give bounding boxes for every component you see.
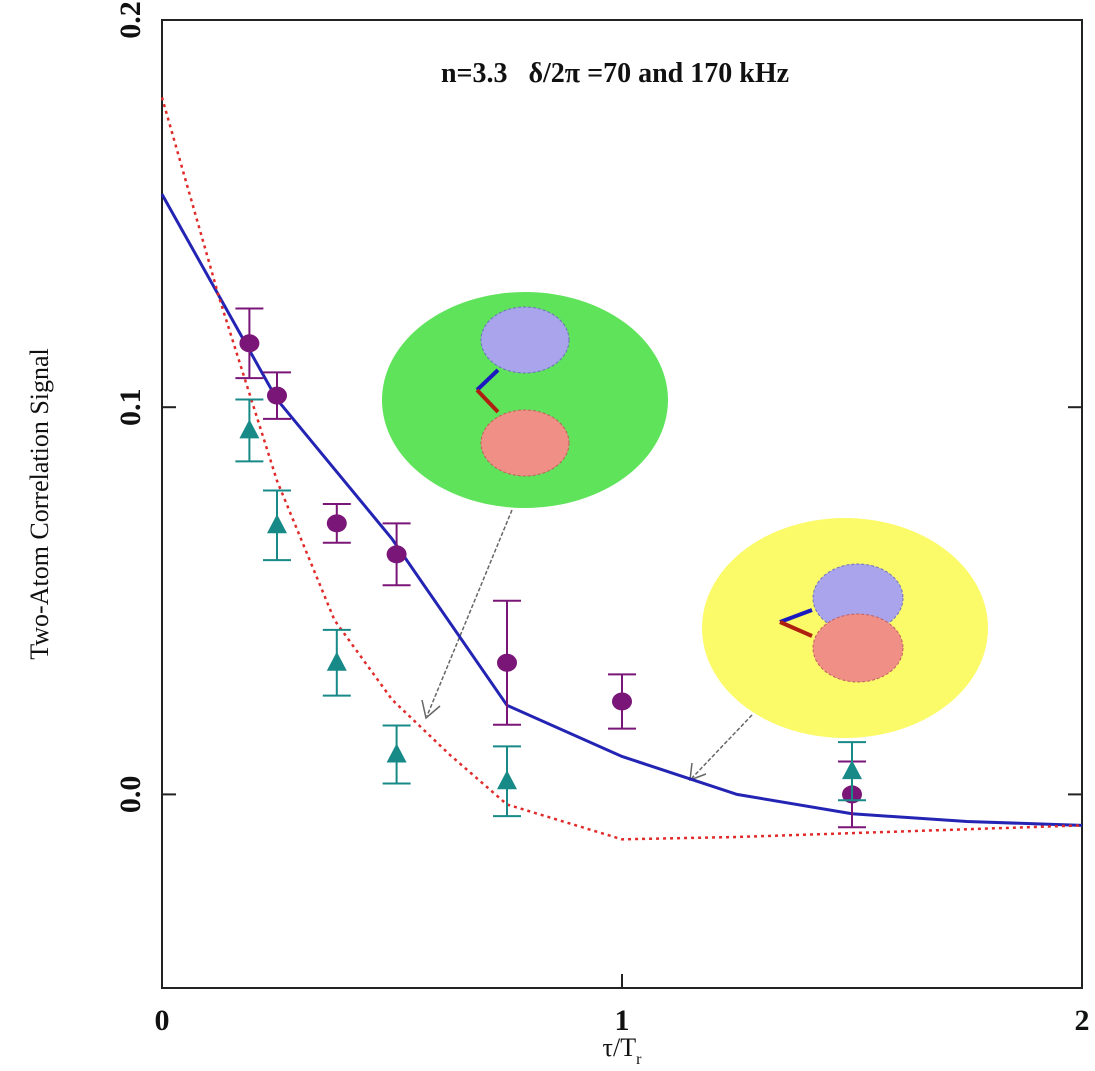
x-tick-label: 2 xyxy=(1075,1004,1090,1037)
curve xyxy=(160,193,1083,827)
inset-green xyxy=(382,292,668,508)
inset-yellow xyxy=(702,518,988,738)
data-point xyxy=(239,419,260,439)
data-point xyxy=(612,692,632,711)
y-tick-label: 0.1 xyxy=(114,388,147,426)
x-tick-label: 1 xyxy=(615,1004,630,1037)
data-point xyxy=(267,514,287,534)
data-point xyxy=(386,545,407,564)
annotation: n=3.3 δ/2π =70 and 170 kHz xyxy=(441,58,789,89)
x-tick-label: 0 xyxy=(155,1004,170,1037)
plot-frame xyxy=(161,19,1083,989)
data-point xyxy=(497,653,517,672)
data-point xyxy=(326,651,347,671)
data-point xyxy=(842,760,862,780)
data-point xyxy=(239,334,260,353)
y-tick-label: 0.2 xyxy=(114,1,147,39)
data-point xyxy=(326,514,347,533)
y-axis-label: Two-Atom Correlation Signal xyxy=(25,348,54,660)
x-axis-label-subscript: r xyxy=(636,1051,642,1066)
data-point xyxy=(267,386,287,405)
data-point xyxy=(386,743,407,763)
x-axis-label-main: τ/T xyxy=(603,1033,637,1062)
data-point xyxy=(497,770,517,790)
y-tick-label: 0.0 xyxy=(114,776,147,814)
x-axis-label: τ/Tr xyxy=(603,1033,643,1066)
